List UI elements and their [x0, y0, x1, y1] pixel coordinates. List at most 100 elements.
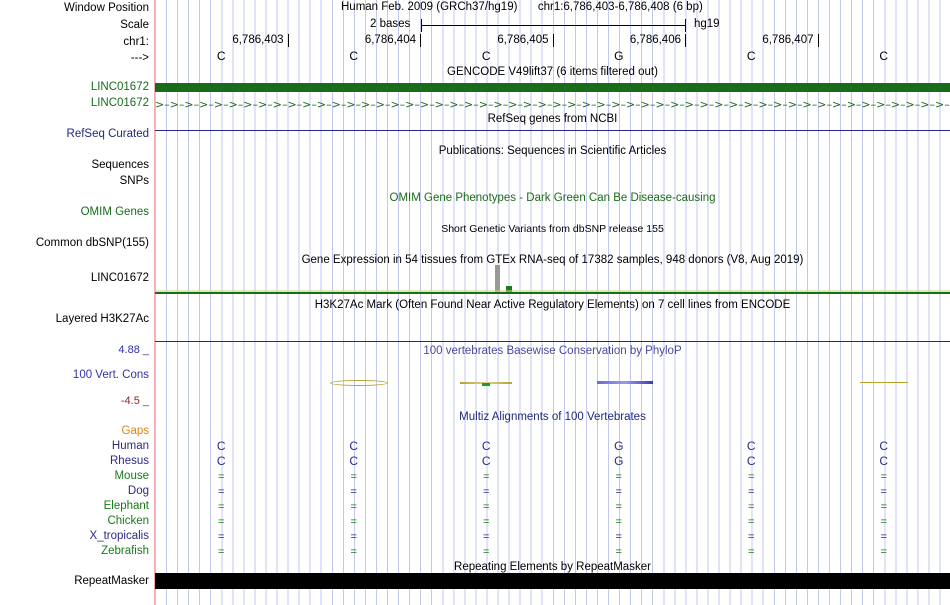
multiz-gap-mark: =: [880, 501, 887, 513]
label-common-dbsnp[interactable]: Common dbSNP(155): [35, 237, 149, 249]
track-title-refseq[interactable]: RefSeq genes from NCBI: [487, 113, 618, 125]
multiz-gap-mark: =: [615, 486, 622, 498]
track-title-gencode[interactable]: GENCODE V49lift37 (6 items filtered out): [447, 66, 658, 78]
track-title-omim[interactable]: OMIM Gene Phenotypes - Dark Green Can Be…: [389, 192, 716, 204]
multiz-gap-mark: =: [748, 531, 755, 543]
multiz-base: C: [481, 439, 491, 453]
multiz-gap-mark: =: [615, 471, 622, 483]
track-title-gtex[interactable]: Gene Expression in 54 tissues from GTEx …: [301, 254, 804, 266]
ruler-base: C: [216, 49, 226, 63]
multiz-gap-mark: =: [350, 531, 357, 543]
multiz-gap-mark: =: [880, 486, 887, 498]
multiz-gap-mark: =: [483, 486, 490, 498]
gencode-intron-arrow-row[interactable]: >–>–>–>–>–>–>–>–>–>–>–>–>–>–>–>–>–>–>–>–…: [155, 98, 950, 110]
multiz-gap-mark: =: [483, 471, 490, 483]
gtex-gene-line[interactable]: [155, 292, 950, 294]
label-species-x_tropicalis[interactable]: X_tropicalis: [89, 530, 149, 542]
track-title-dbsnp[interactable]: Short Genetic Variants from dbSNP releas…: [441, 223, 664, 235]
multiz-gap-mark: =: [748, 471, 755, 483]
ruler-label: 6,786,403: [232, 34, 284, 46]
ruler-tick: [420, 34, 421, 47]
ruler-label: 6,786,404: [364, 34, 416, 46]
track-data-area[interactable]: Human Feb. 2009 (GRCh37/hg19) chr1:6,786…: [155, 0, 950, 605]
label-species-chicken[interactable]: Chicken: [107, 515, 149, 527]
ruler-tick: [552, 34, 554, 47]
track-title-repeatmasker[interactable]: Repeating Elements by RepeatMasker: [454, 561, 651, 573]
label-species-dog[interactable]: Dog: [127, 485, 149, 497]
label-species-mouse[interactable]: Mouse: [114, 470, 149, 482]
assembly-title: Human Feb. 2009 (GRCh37/hg19) chr1:6,786…: [341, 1, 703, 13]
repeatmasker-element-bar[interactable]: [155, 573, 950, 589]
label-snps[interactable]: SNPs: [119, 175, 149, 187]
gtex-expression-bar[interactable]: [495, 265, 500, 292]
refseq-gene-line[interactable]: [155, 130, 950, 131]
window-edge-line: [154, 0, 155, 605]
multiz-gap-mark: =: [483, 531, 490, 543]
ruler-label: 6,786,407: [762, 34, 814, 46]
ruler-base: G: [614, 49, 624, 63]
label-repeatmasker[interactable]: RepeatMasker: [74, 575, 149, 587]
multiz-gap-mark: =: [748, 516, 755, 528]
label-scale: Scale: [120, 19, 149, 31]
multiz-base: C: [349, 439, 359, 453]
multiz-gap-mark: =: [880, 516, 887, 528]
ruler-tick: [287, 34, 289, 47]
multiz-gap-mark: =: [615, 546, 622, 558]
label-species-zebrafish[interactable]: Zebrafish: [101, 545, 149, 557]
label-gtex-gene[interactable]: LINC01672: [90, 272, 149, 284]
multiz-gap-mark: =: [615, 516, 622, 528]
track-label-column: Window Position Scale chr1: ---> LINC016…: [0, 0, 153, 605]
label-species-elephant[interactable]: Elephant: [103, 500, 149, 512]
gencode-gene-bar[interactable]: [155, 83, 950, 92]
scale-text: 2 bases: [370, 18, 411, 30]
multiz-gap-mark: =: [615, 501, 622, 513]
multiz-gap-mark: =: [748, 486, 755, 498]
track-title-phylop[interactable]: 100 vertebrates Basewise Conservation by…: [423, 345, 682, 357]
ruler-base: C: [349, 49, 359, 63]
multiz-gap-mark: =: [483, 501, 490, 513]
label-sequences[interactable]: Sequences: [91, 159, 149, 171]
label-refseq-curated[interactable]: RefSeq Curated: [66, 128, 149, 140]
ruler-base: C: [746, 49, 756, 63]
label-conservation-track[interactable]: 100 Vert. Cons: [72, 369, 149, 381]
label-gencode-gene-1[interactable]: LINC01672: [90, 81, 149, 93]
label-chrom: chr1:: [123, 36, 149, 48]
multiz-gap-mark: =: [218, 471, 225, 483]
position-text: chr1:6,786,403-6,786,408 (6 bp): [537, 1, 703, 13]
label-gaps: Gaps: [121, 425, 150, 437]
label-species-rhesus[interactable]: Rhesus: [110, 455, 149, 467]
track-title-publications[interactable]: Publications: Sequences in Scientific Ar…: [438, 145, 667, 157]
h3k27ac-baseline: [155, 341, 950, 342]
ruler-base: C: [879, 49, 889, 63]
multiz-gap-mark: =: [880, 546, 887, 558]
ruler-base: C: [481, 49, 491, 63]
conservation-mark-1: [330, 380, 388, 386]
conservation-mark-3: [597, 381, 653, 384]
label-conservation-max: 4.88 _: [118, 344, 149, 356]
label-gencode-gene-2[interactable]: LINC01672: [90, 97, 149, 109]
ruler-tick: [685, 34, 686, 47]
multiz-gap-mark: =: [880, 531, 887, 543]
label-omim-genes[interactable]: OMIM Genes: [80, 206, 149, 218]
conservation-mark-4: [860, 382, 908, 383]
multiz-gap-mark: =: [748, 546, 755, 558]
assembly-db-label: hg19: [694, 18, 720, 30]
gtex-gene-marker[interactable]: [506, 286, 512, 292]
multiz-gap-mark: =: [218, 531, 225, 543]
multiz-gap-mark: =: [483, 546, 490, 558]
label-conservation-min: -4.5 _: [120, 395, 149, 407]
ruler-tick: [817, 34, 819, 47]
scale-tick-left: [421, 19, 422, 32]
label-species-human[interactable]: Human: [111, 440, 149, 452]
track-title-h3k27ac[interactable]: H3K27Ac Mark (Often Found Near Active Re…: [314, 299, 791, 311]
label-window-position: Window Position: [63, 2, 149, 14]
multiz-gap-mark: =: [350, 486, 357, 498]
multiz-gap-mark: =: [483, 516, 490, 528]
multiz-gap-mark: =: [218, 546, 225, 558]
multiz-gap-mark: =: [615, 531, 622, 543]
label-layered-h3k27ac[interactable]: Layered H3K27Ac: [55, 313, 149, 325]
label-strand-arrow: --->: [130, 52, 149, 64]
track-title-multiz[interactable]: Multiz Alignments of 100 Vertebrates: [459, 411, 646, 423]
multiz-base: C: [879, 454, 889, 468]
scale-tick-right: [685, 19, 686, 32]
